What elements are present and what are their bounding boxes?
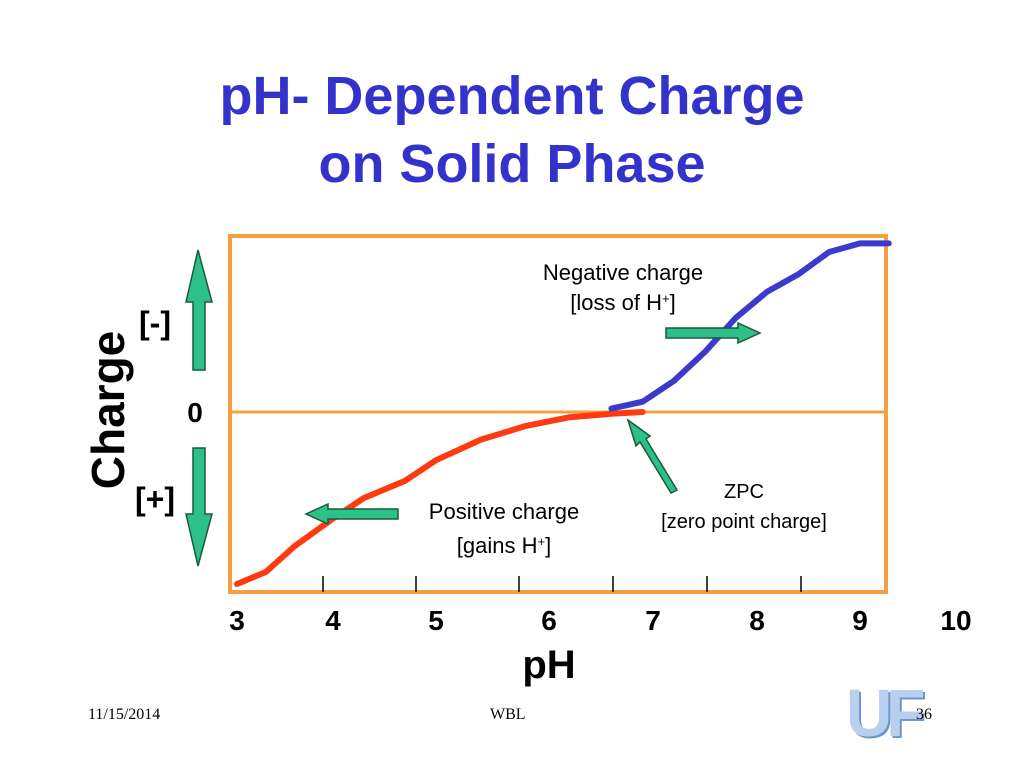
down-arrow-icon <box>185 447 213 567</box>
slide-title: pH- Dependent Charge on Solid Phase <box>0 62 1024 198</box>
zero-point-charge-label: [zero point charge] <box>661 511 827 533</box>
footer-author: WBL <box>490 706 526 723</box>
loss-of-h-label: [loss of H+] <box>570 290 675 315</box>
left-arrow-icon <box>304 502 399 526</box>
positive-charge-curve <box>234 409 646 587</box>
title-line-2: on Solid Phase <box>318 134 706 194</box>
title-line-1: pH- Dependent Charge <box>219 66 805 126</box>
positive-charge-label: Positive charge <box>429 499 579 524</box>
uf-logo: UF <box>846 675 925 751</box>
zpc-label: ZPC <box>724 481 764 503</box>
y-axis-label: Charge <box>82 331 134 489</box>
zero-level-label: 0 <box>187 397 203 428</box>
footer-page-number: 36 <box>916 706 932 723</box>
x-axis-label: pH <box>522 643 575 687</box>
negative-charge-label: Negative charge <box>543 260 703 285</box>
gains-h-label: [gains H+] <box>457 533 551 558</box>
footer-date: 11/15/2014 <box>88 706 161 723</box>
x-tick-label: 5 <box>428 605 444 636</box>
right-arrow-icon <box>665 321 762 345</box>
up-arrow-icon <box>185 249 213 371</box>
x-tick-marks <box>322 576 802 592</box>
x-tick-label: 8 <box>749 605 765 636</box>
x-tick-label: 3 <box>229 605 245 636</box>
negative-charge-curve <box>608 240 892 412</box>
x-tick-label: 6 <box>541 605 557 636</box>
zpc-pointer-arrow-icon <box>626 418 679 494</box>
negative-level-label: [-] <box>139 305 171 341</box>
x-tick-label: 9 <box>852 605 868 636</box>
x-tick-label: 10 <box>940 605 971 636</box>
x-tick-label: 7 <box>645 605 661 636</box>
positive-level-label: [+] <box>135 481 175 517</box>
x-tick-labels: 3 4 5 6 7 8 9 10 <box>229 605 971 636</box>
x-tick-label: 4 <box>325 605 341 636</box>
plot-frame <box>228 234 888 594</box>
